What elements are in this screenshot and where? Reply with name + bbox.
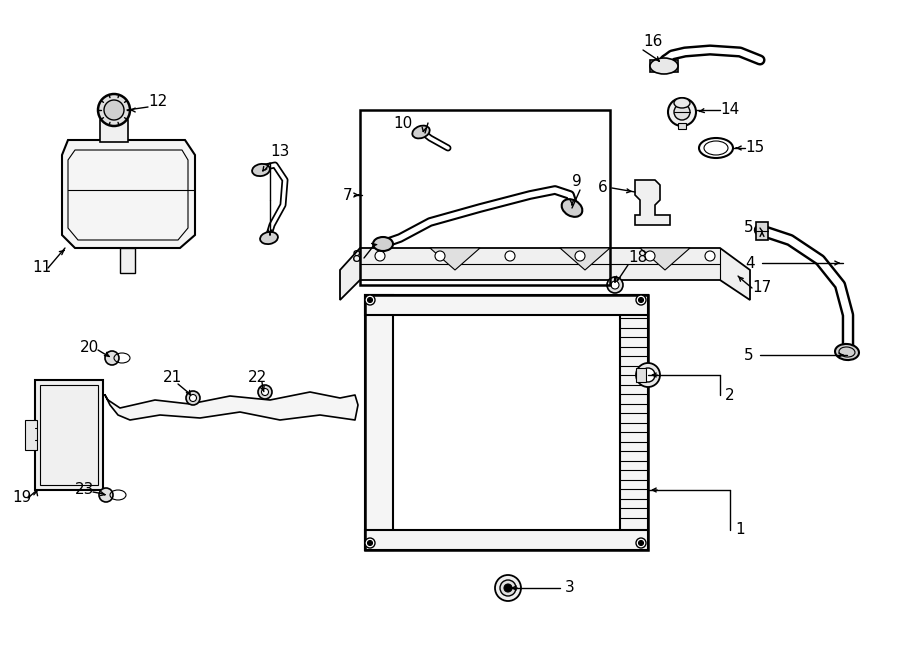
Circle shape (495, 575, 521, 601)
Ellipse shape (650, 58, 678, 74)
Ellipse shape (562, 199, 582, 217)
Bar (365, 530, 648, 550)
Circle shape (375, 251, 385, 261)
Bar (678, 123, 686, 129)
Circle shape (668, 98, 696, 126)
Text: 15: 15 (745, 141, 764, 155)
Bar (360, 110, 610, 285)
Circle shape (367, 541, 373, 545)
Circle shape (500, 580, 516, 596)
Circle shape (611, 281, 619, 289)
Text: 14: 14 (720, 102, 739, 118)
Bar (756, 222, 768, 240)
Circle shape (262, 389, 268, 395)
Circle shape (674, 104, 690, 120)
Ellipse shape (260, 232, 278, 244)
Ellipse shape (373, 237, 393, 251)
Bar (25, 420, 37, 450)
Text: 22: 22 (248, 371, 267, 385)
Polygon shape (560, 248, 610, 270)
Circle shape (365, 538, 375, 548)
Circle shape (645, 251, 655, 261)
Text: 9: 9 (572, 175, 581, 190)
Bar (636, 368, 646, 382)
Text: 10: 10 (394, 116, 413, 130)
Circle shape (186, 391, 200, 405)
Text: 5: 5 (744, 348, 753, 362)
Text: 11: 11 (32, 260, 51, 276)
Bar (650, 60, 678, 72)
Polygon shape (105, 392, 358, 420)
Bar (35, 380, 103, 490)
Text: 7: 7 (342, 188, 352, 202)
Polygon shape (640, 248, 690, 270)
Text: 2: 2 (725, 387, 734, 403)
Circle shape (190, 395, 196, 401)
Text: 3: 3 (565, 580, 575, 596)
Text: 5: 5 (744, 221, 753, 235)
Ellipse shape (252, 164, 270, 176)
Text: 16: 16 (643, 34, 662, 50)
Text: 8: 8 (353, 251, 362, 266)
Circle shape (575, 251, 585, 261)
Polygon shape (340, 248, 750, 300)
Text: 21: 21 (163, 371, 182, 385)
Text: 13: 13 (270, 145, 290, 159)
Polygon shape (430, 248, 480, 270)
Bar (620, 295, 648, 550)
Bar (365, 295, 648, 550)
Circle shape (105, 351, 119, 365)
Circle shape (705, 251, 715, 261)
Polygon shape (635, 180, 670, 225)
Text: 1: 1 (735, 522, 744, 537)
Bar (365, 295, 393, 550)
Bar (365, 295, 648, 315)
Text: 19: 19 (12, 490, 32, 506)
Circle shape (607, 277, 623, 293)
Circle shape (365, 295, 375, 305)
Circle shape (435, 251, 445, 261)
Bar (100, 120, 128, 142)
Circle shape (367, 297, 373, 303)
Text: 18: 18 (628, 251, 647, 266)
Polygon shape (62, 140, 195, 248)
Text: 6: 6 (598, 180, 608, 196)
Circle shape (99, 488, 113, 502)
Text: 12: 12 (148, 95, 167, 110)
Circle shape (258, 385, 272, 399)
Circle shape (636, 363, 660, 387)
Circle shape (641, 368, 655, 382)
Circle shape (636, 295, 646, 305)
Text: 23: 23 (75, 483, 94, 498)
Ellipse shape (412, 126, 429, 138)
Bar (40, 385, 98, 485)
Circle shape (98, 94, 130, 126)
Text: 17: 17 (752, 280, 771, 295)
Text: 4: 4 (745, 256, 754, 270)
Bar (120, 248, 135, 273)
Ellipse shape (835, 344, 859, 360)
Circle shape (638, 541, 644, 545)
Ellipse shape (674, 98, 690, 108)
Circle shape (505, 251, 515, 261)
Circle shape (104, 100, 124, 120)
Circle shape (636, 538, 646, 548)
Circle shape (638, 297, 644, 303)
Circle shape (504, 584, 512, 592)
Text: 20: 20 (80, 340, 99, 356)
